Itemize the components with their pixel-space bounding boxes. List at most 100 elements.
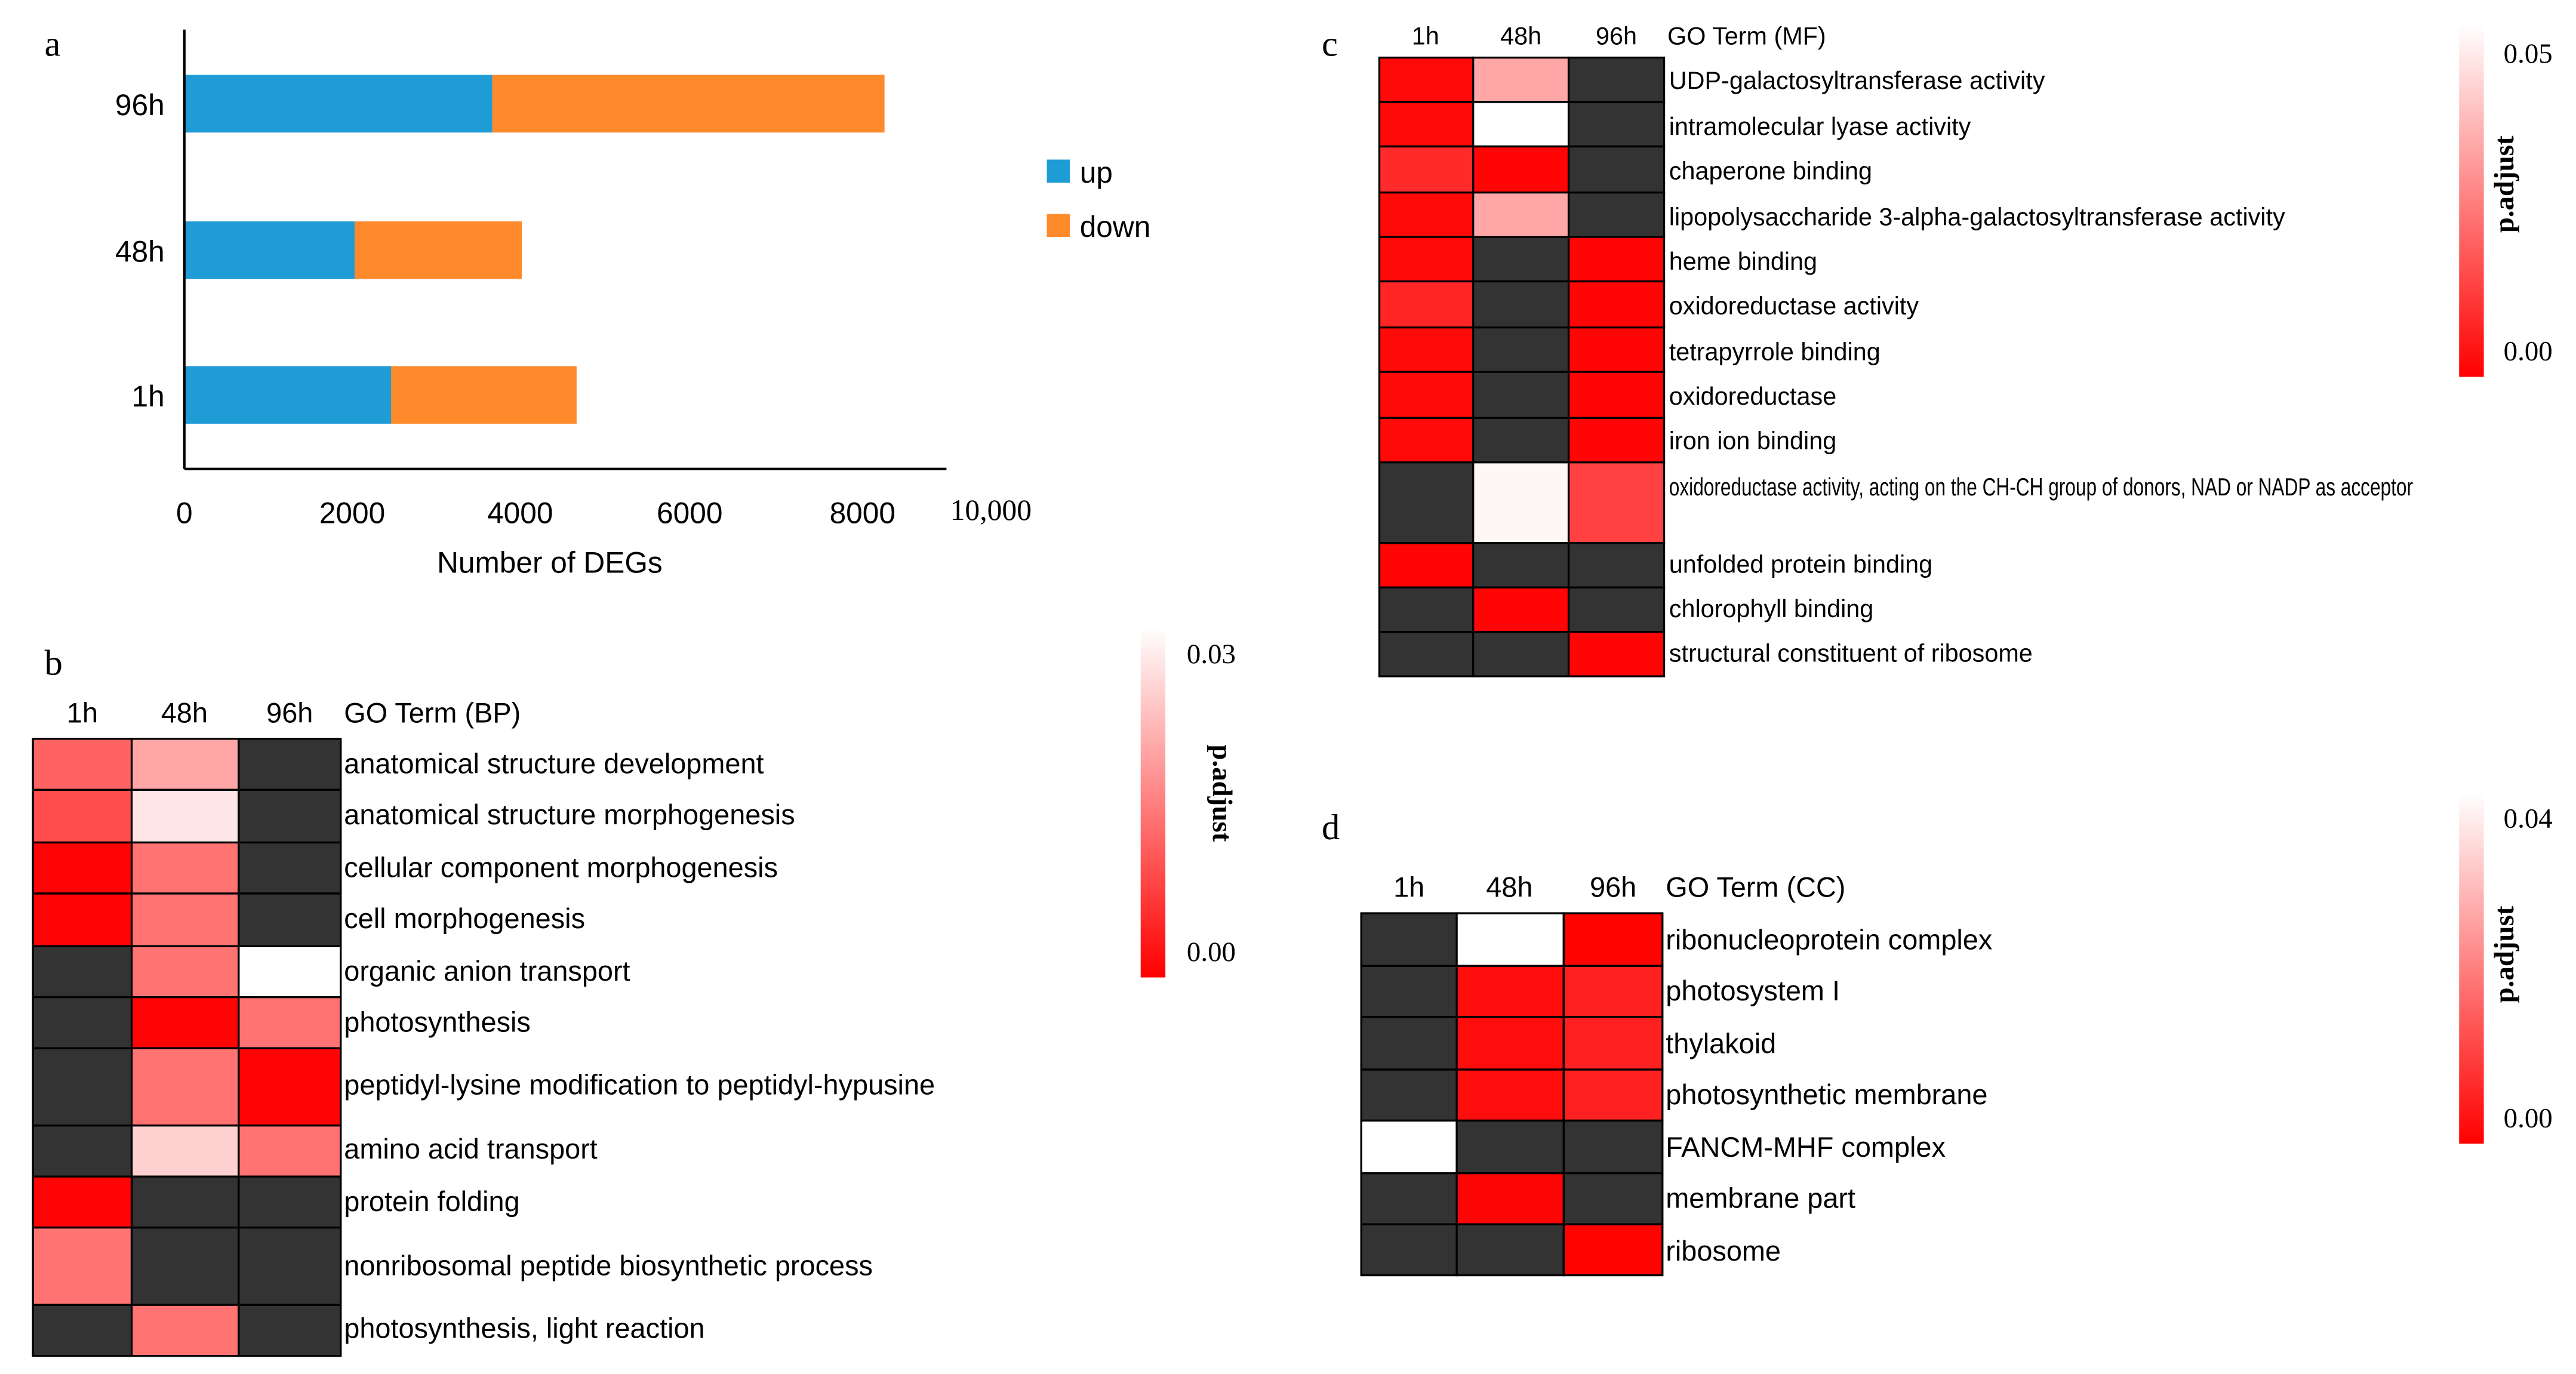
x-tick-label-10000: 10,000 (950, 494, 1032, 526)
legend-swatch-up (1047, 159, 1070, 183)
x-tick-label-0: 0 (176, 497, 193, 530)
heatmap-cell (1378, 145, 1475, 194)
column-header-48h: 48h (161, 697, 208, 728)
heatmap-cell (1455, 1119, 1565, 1175)
row-label: anatomical structure morphogenesis (344, 799, 795, 830)
heatmap-cell (1378, 542, 1475, 589)
row-label: lipopolysaccharide 3-alpha-galactosyltra… (1669, 204, 2285, 231)
y-tick-label-48h: 48h (115, 235, 165, 268)
row-label: protein folding (344, 1186, 519, 1217)
heatmap-cell (238, 738, 342, 791)
heatmap-cell (1472, 461, 1570, 544)
row-label: nonribosomal peptide biosynthetic proces… (344, 1250, 873, 1281)
heatmap-cell (32, 1125, 133, 1178)
heatmap-cell (1455, 1223, 1565, 1277)
row-label: membrane part (1666, 1183, 1855, 1214)
heatmap-cell (130, 892, 240, 947)
heatmap-cell (1455, 1016, 1565, 1071)
colorbar-tick-min: 0.00 (1187, 936, 1236, 968)
heatmap-cell (32, 945, 133, 999)
heatmap-cell (32, 1226, 133, 1306)
column-header-96h: 96h (1596, 22, 1637, 50)
y-tick-label-96h: 96h (115, 88, 165, 122)
bar-up-96h (184, 75, 493, 133)
heatmap-cell (1455, 1068, 1565, 1122)
heatmap-cell (1472, 236, 1570, 283)
heatmap-cell (1378, 280, 1475, 329)
row-label: unfolded protein binding (1669, 550, 1932, 578)
column-header-96h: 96h (266, 697, 313, 728)
heatmap-cell (1562, 965, 1664, 1018)
heatmap-cell (1378, 630, 1475, 677)
row-label: anatomical structure development (344, 748, 764, 780)
colorbar-tick-min: 0.00 (2504, 1102, 2553, 1133)
row-label: peptidyl-lysine modification to peptidyl… (344, 1069, 935, 1100)
heatmap-cell (1562, 1119, 1664, 1175)
legend-label-down: down (1080, 210, 1151, 244)
heatmap-cell (130, 1304, 240, 1357)
heatmap-cell (1472, 56, 1570, 103)
heatmap-cell (238, 1125, 342, 1178)
row-label: FANCM-MHF complex (1666, 1132, 1946, 1163)
term-header: GO Term (BP) (344, 697, 521, 728)
heatmap-cell (1472, 542, 1570, 589)
colorbar-tick-max: 0.04 (2504, 803, 2553, 834)
column-header-1h: 1h (1393, 872, 1424, 903)
heatmap-cell (130, 1175, 240, 1229)
row-label: photosynthesis (344, 1007, 531, 1038)
panel-d-heatmap: 1h 48h 96h GO Term (CC) ribonucleoprotei… (1360, 793, 2553, 1277)
colorbar-title: p.adjust (2489, 135, 2520, 233)
heatmap-cell (1562, 1068, 1664, 1122)
panel-label-a: a (44, 24, 60, 64)
heatmap-cell (238, 892, 342, 947)
colorbar-tick-max: 0.03 (1187, 639, 1236, 670)
row-label: oxidoreductase (1669, 383, 1836, 410)
heatmap-cell (1472, 417, 1570, 464)
heatmap-cell (130, 1125, 240, 1178)
row-label: ribosome (1666, 1236, 1781, 1267)
x-tick-label-4000: 4000 (487, 497, 553, 530)
heatmap-cell (32, 1047, 133, 1127)
heatmap-cell (1472, 371, 1570, 419)
heatmap-cells-cc (1360, 912, 1664, 1277)
legend-label-up: up (1080, 156, 1113, 189)
bar-up-48h (184, 221, 355, 279)
heatmap-cell (1567, 586, 1666, 633)
heatmap-cell (1455, 912, 1565, 967)
heatmap-cell (32, 1175, 133, 1229)
heatmap-cell (1360, 1068, 1458, 1122)
row-label: organic anion transport (344, 956, 630, 987)
bar-series-group (184, 75, 885, 424)
heatmap-cell (238, 996, 342, 1049)
heatmap-cell (32, 996, 133, 1049)
bar-down-1h (390, 366, 577, 424)
heatmap-cell (32, 1304, 133, 1357)
heatmap-cell (1567, 101, 1666, 148)
heatmap-cell (32, 738, 133, 791)
bar-up-1h (184, 366, 391, 424)
column-header-48h: 48h (1500, 22, 1541, 50)
heatmap-cell (1567, 417, 1666, 464)
colorbar (2459, 793, 2484, 1144)
row-label: amino acid transport (344, 1133, 598, 1164)
heatmap-cell (1567, 461, 1666, 544)
bar-down-48h (355, 221, 522, 279)
row-label: UDP-galactosyltransferase activity (1669, 67, 2045, 94)
row-label: tetrapyrrole binding (1669, 338, 1881, 366)
heatmap-cell (238, 841, 342, 895)
heatmap-cell (1472, 101, 1570, 148)
row-label: photosynthesis, light reaction (344, 1313, 704, 1344)
heatmap-cell (1472, 145, 1570, 194)
heatmap-cell (1567, 542, 1666, 589)
colorbar (1140, 627, 1166, 978)
heatmap-cell (1378, 586, 1475, 633)
heatmap-cell (1567, 145, 1666, 194)
row-label: thylakoid (1666, 1028, 1776, 1059)
row-label: cellular component morphogenesis (344, 852, 778, 883)
heatmap-cell (1472, 326, 1570, 373)
row-label: photosynthetic membrane (1666, 1079, 1987, 1110)
heatmap-cell (1472, 630, 1570, 677)
heatmap-cell (1562, 1223, 1664, 1277)
column-header-1h: 1h (1412, 22, 1439, 50)
